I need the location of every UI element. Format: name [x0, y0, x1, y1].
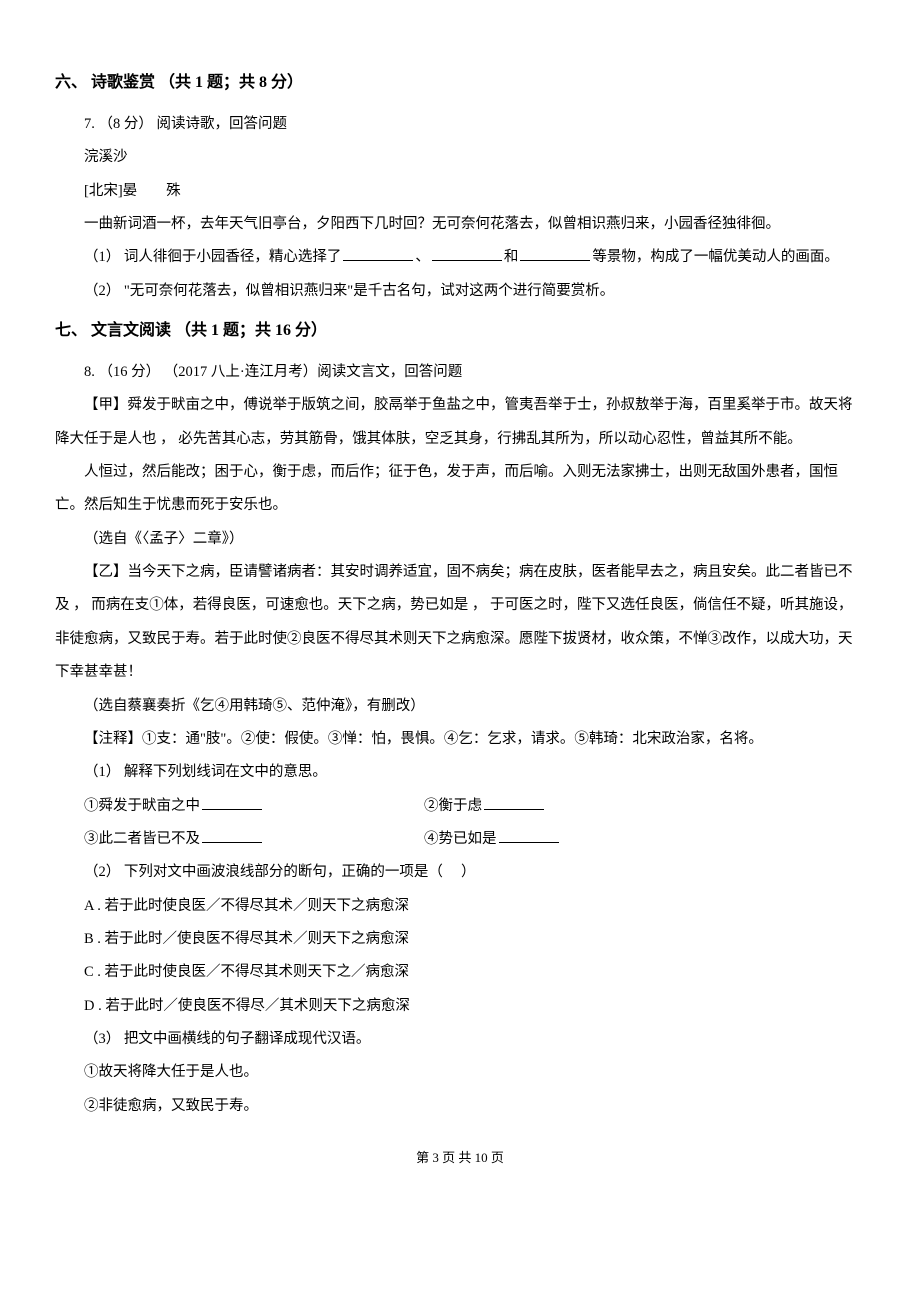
blank-input[interactable]: [343, 247, 413, 262]
blank-input[interactable]: [499, 828, 559, 843]
def1-right-text: ②衡于虑: [424, 798, 482, 814]
definition-row-2: ③此二者皆已不及 ④势已如是: [55, 823, 865, 856]
q7-1-text-b: 、: [415, 249, 430, 265]
passage-yi-1: 【乙】当今天下之病，臣请譬诸病者：其安时调养适宜，固不病矣；病在皮肤，医者能早去…: [55, 556, 865, 689]
blank-input[interactable]: [202, 828, 262, 843]
passage-yi-source: （选自蔡襄奏折《乞④用韩琦⑤、范仲淹》，有删改）: [55, 690, 865, 723]
q7-intro: 7. （8 分） 阅读诗歌，回答问题: [55, 108, 865, 141]
blank-input[interactable]: [484, 795, 544, 810]
passage-jia-source: （选自《〈孟子〉二章》）: [55, 523, 865, 556]
option-d[interactable]: D . 若于此时／使良医不得尽／其术则天下之病愈深: [55, 990, 865, 1023]
definition-row-1: ①舜发于畎亩之中 ②衡于虑: [55, 790, 865, 823]
def2-right-text: ④势已如是: [424, 831, 497, 847]
option-b[interactable]: B . 若于此时／使良医不得尽其术／则天下之病愈深: [55, 923, 865, 956]
def2-left-text: ③此二者皆已不及: [84, 831, 200, 847]
q7-1: （1） 词人徘徊于小园香径，精心选择了 、 和 等景物，构成了一幅优美动人的画面。: [55, 241, 865, 274]
q8-3: （3） 把文中画横线的句子翻译成现代汉语。: [55, 1023, 865, 1056]
poem-title: 浣溪沙: [55, 141, 865, 174]
page-footer: 第 3 页 共 10 页: [55, 1147, 865, 1166]
option-a[interactable]: A . 若于此时使良医／不得尽其术／则天下之病愈深: [55, 890, 865, 923]
q8-intro: 8. （16 分） （2017 八上·连江月考）阅读文言文，回答问题: [55, 356, 865, 389]
q8-1-intro: （1） 解释下列划线词在文中的意思。: [55, 756, 865, 789]
blank-input[interactable]: [432, 247, 502, 262]
passage-jia-1: 【甲】舜发于畎亩之中，傅说举于版筑之间，胶鬲举于鱼盐之中，管夷吾举于士，孙叔敖举…: [55, 389, 865, 456]
blank-input[interactable]: [520, 247, 590, 262]
q7-1-text-a: （1） 词人徘徊于小园香径，精心选择了: [84, 249, 341, 265]
q7-2: （2） "无可奈何花落去，似曾相识燕归来"是千古名句，试对这两个进行简要赏析。: [55, 275, 865, 308]
q8-2: （2） 下列对文中画波浪线部分的断句，正确的一项是（ ）: [55, 856, 865, 889]
poem-author: [北宋]晏 殊: [55, 175, 865, 208]
translation-1: ①故天将降大任于是人也。: [55, 1056, 865, 1089]
translation-2: ②非徒愈病，又致民于寿。: [55, 1090, 865, 1123]
option-c[interactable]: C . 若于此时使良医／不得尽其术则天下之／病愈深: [55, 956, 865, 989]
def1-left-text: ①舜发于畎亩之中: [84, 798, 200, 814]
section-7-heading: 七、 文言文阅读 （共 1 题；共 16 分）: [55, 316, 865, 340]
section-6-heading: 六、 诗歌鉴赏 （共 1 题；共 8 分）: [55, 68, 865, 92]
passage-notes: 【注释】①支：通"肢"。②使：假使。③惮：怕，畏惧。④乞：乞求，请求。⑤韩琦：北…: [55, 723, 865, 756]
passage-jia-2: 人恒过，然后能改；困于心，衡于虑，而后作；征于色，发于声，而后喻。入则无法家拂士…: [55, 456, 865, 523]
blank-input[interactable]: [202, 795, 262, 810]
q7-1-text-d: 等景物，构成了一幅优美动人的画面。: [592, 249, 839, 265]
q7-1-text-c: 和: [504, 249, 519, 265]
poem-body: 一曲新词酒一杯，去年天气旧亭台，夕阳西下几时回？无可奈何花落去，似曾相识燕归来，…: [55, 208, 865, 241]
